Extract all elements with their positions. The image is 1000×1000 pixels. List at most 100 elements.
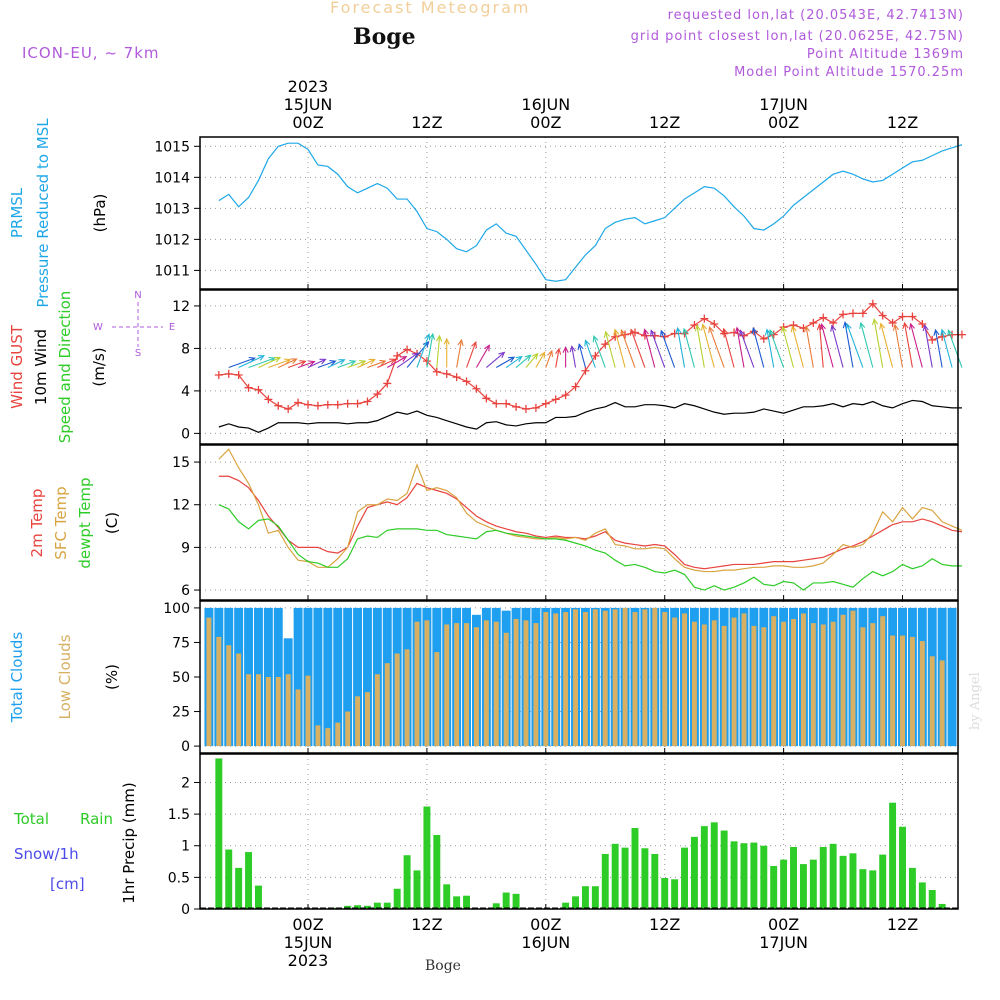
bottom-time-label: 12Z	[649, 915, 680, 934]
wind-arrow-head	[273, 356, 282, 363]
wind-arrow-head	[803, 325, 811, 333]
low-cloud-bar	[255, 674, 261, 747]
gust-marker	[621, 330, 630, 339]
gust-marker	[442, 369, 451, 378]
rain-bar	[631, 828, 639, 909]
rain-bar	[690, 836, 698, 909]
low-cloud-bar	[721, 625, 727, 747]
wind-direction-arrow	[910, 323, 923, 368]
wind-direction-arrow	[766, 329, 775, 368]
gust-marker	[373, 390, 382, 399]
wind-arrow-head	[694, 324, 701, 332]
wind-direction-arrow	[860, 322, 874, 368]
low-cloud-bar	[830, 621, 836, 747]
top-date-label: 17JUN	[759, 95, 808, 114]
low-cloud-bar	[582, 612, 588, 747]
wind-direction-arrow	[947, 329, 963, 368]
rain-bar	[641, 848, 649, 909]
gust-marker	[264, 395, 273, 404]
wind-direction-arrow	[605, 331, 616, 368]
rain-bar	[819, 847, 827, 909]
gust-marker	[541, 399, 550, 408]
rain-bar	[760, 845, 768, 909]
low-cloud-bar	[483, 620, 489, 747]
gust-marker	[313, 401, 322, 410]
panel-frame	[199, 136, 959, 290]
y-tick-label: 1.5	[168, 807, 190, 823]
low-cloud-bar	[513, 618, 519, 747]
rain-bar	[829, 843, 837, 909]
low-cloud-bar	[473, 627, 479, 747]
wind-arrow-head	[613, 328, 620, 336]
wind-direction-arrow	[396, 352, 419, 368]
gust-marker	[918, 319, 927, 328]
rain-bar	[621, 847, 629, 909]
gust-marker	[670, 329, 679, 338]
rain-bar	[502, 892, 510, 909]
gust-marker	[492, 399, 501, 408]
wind-arrow-head	[329, 360, 337, 366]
wind-arrow-head	[515, 355, 523, 363]
low-cloud-bar	[355, 696, 361, 747]
wind-direction-arrow	[436, 335, 441, 368]
gust-marker	[452, 373, 461, 382]
low-cloud-bar	[711, 620, 717, 747]
low-cloud-bar	[553, 613, 559, 747]
wind-direction-arrow	[327, 359, 345, 369]
precip-unit-label: 1hr Precip (mm)	[120, 782, 138, 903]
wind-direction-arrow	[723, 328, 735, 368]
low-cloud-bar	[850, 610, 856, 747]
point-altitude: Point Altitude 1369m	[806, 47, 964, 62]
wind-direction-arrow	[630, 329, 646, 368]
rain-bar	[354, 905, 362, 909]
wind-direction-arrow	[614, 329, 626, 368]
wind-arrow-head	[584, 339, 591, 347]
gust-marker	[819, 313, 828, 322]
rain-bar	[235, 867, 243, 909]
gust-marker	[353, 399, 362, 408]
rain-bar	[889, 802, 897, 909]
gust-marker	[422, 357, 431, 366]
wind-arrow-head	[338, 359, 346, 365]
grid-coordinates: grid point closest lon,lat (20.0625E, 42…	[630, 29, 964, 44]
rain-bar	[770, 865, 778, 909]
wind-direction-arrow	[571, 346, 577, 368]
wind-arrow-head	[830, 324, 837, 332]
top-time-label: 12Z	[887, 113, 918, 132]
low-cloud-bar	[404, 649, 410, 747]
rain-bar	[591, 886, 599, 909]
pressure-line	[218, 142, 963, 282]
model-name: ICON-EU, ~ 7km	[22, 44, 160, 62]
top-time-label: 12Z	[411, 113, 442, 132]
wind-direction-arrow	[386, 356, 407, 369]
wind-speed-line	[218, 399, 962, 433]
rain-bar	[681, 847, 688, 909]
rain-bar	[413, 870, 421, 909]
bottom-date-label: 17JUN	[759, 933, 808, 952]
wind-direction-arrow	[278, 358, 297, 369]
wind-direction-arrow	[650, 330, 666, 368]
wind-desc-label: Speed and Direction	[56, 291, 74, 444]
wind-unit-label: (m/s)	[90, 347, 108, 386]
gust-marker	[640, 331, 649, 340]
wind-arrow-head	[682, 327, 689, 335]
wind-direction-arrow	[495, 356, 515, 369]
wind-arrow-head	[422, 341, 430, 348]
wind-arrow-head	[436, 334, 443, 342]
low-cloud-bar	[285, 674, 291, 747]
wind-arrow-head	[642, 328, 649, 336]
model-point-altitude: Model Point Altitude 1570.25m	[734, 65, 964, 80]
y-tick-label: 100	[163, 601, 190, 617]
gust-marker	[432, 367, 441, 376]
bottom-time-label: 00Z	[530, 915, 561, 934]
wind-arrow-head	[768, 328, 775, 337]
gust-marker	[363, 397, 372, 406]
wind-arrow-head	[508, 356, 516, 363]
gust-marker	[878, 311, 887, 320]
rain-bar	[750, 842, 758, 909]
wind-direction-arrow	[466, 342, 477, 368]
low-cloud-bar	[345, 711, 351, 747]
wind-arrow-head	[892, 323, 899, 331]
rain-bar	[611, 843, 619, 909]
total-cloud-bar	[323, 607, 333, 747]
